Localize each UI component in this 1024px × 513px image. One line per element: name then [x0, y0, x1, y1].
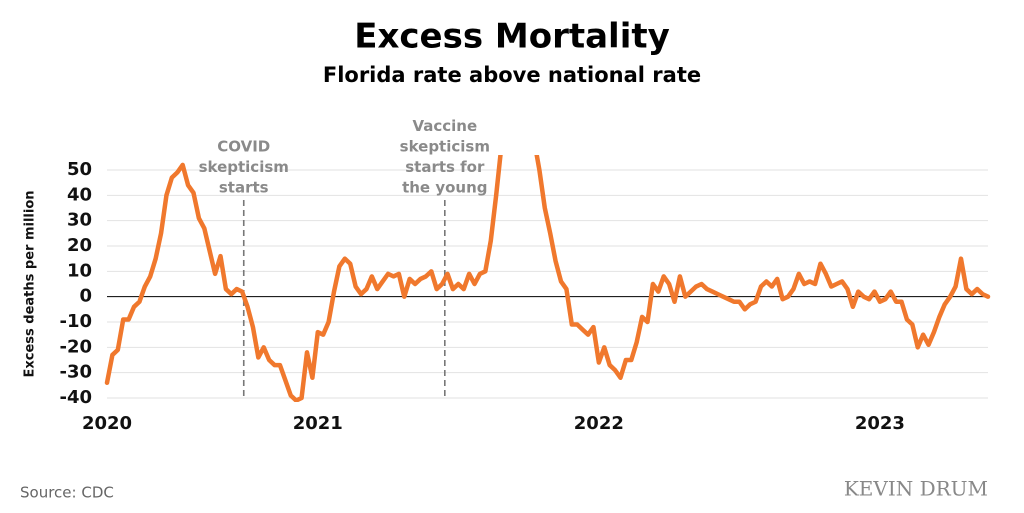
y-tick-label: 20: [67, 235, 92, 256]
credit: KEVIN DRUM: [844, 477, 988, 501]
x-tick-label: 2020: [82, 413, 132, 434]
y-tick-label: -30: [59, 362, 92, 383]
data-line: [104, 155, 991, 402]
annotation-text: starts for: [405, 158, 485, 176]
labels: -40 -30 -20 -10 0 10 20 30 40 50 2020 2021 2022 2023: [59, 159, 904, 434]
plot-area: [104, 155, 991, 402]
source: Source: CDC: [20, 484, 114, 502]
x-tick-label: 2022: [574, 413, 624, 434]
annotations: COVID skepticism starts Vaccine skepticism st…: [199, 117, 490, 400]
y-tick-label: 40: [67, 184, 92, 205]
y-tick-label: -40: [59, 387, 92, 408]
y-tick-label: -20: [59, 336, 92, 357]
annotation-text: starts: [219, 179, 269, 197]
y-tick-label: -10: [59, 311, 92, 332]
y-tick-label: 0: [79, 286, 92, 307]
grid: [107, 169, 988, 399]
chart-subtitle: Florida rate above national rate: [323, 63, 701, 87]
y-axis-label: Excess deaths per million: [23, 190, 38, 377]
annotation-text: COVID: [217, 138, 270, 156]
annotation-text: skepticism: [400, 138, 490, 156]
annotation-text: skepticism: [199, 158, 289, 176]
chart-title: Excess Mortality: [354, 17, 670, 57]
annotation-text: the young: [402, 179, 487, 197]
y-tick-label: 10: [67, 260, 92, 281]
x-tick-label: 2021: [293, 413, 343, 434]
y-tick-label: 50: [67, 159, 92, 180]
annotation-text: Vaccine: [412, 117, 477, 135]
y-tick-label: 30: [67, 210, 92, 231]
x-tick-label: 2023: [855, 413, 905, 434]
